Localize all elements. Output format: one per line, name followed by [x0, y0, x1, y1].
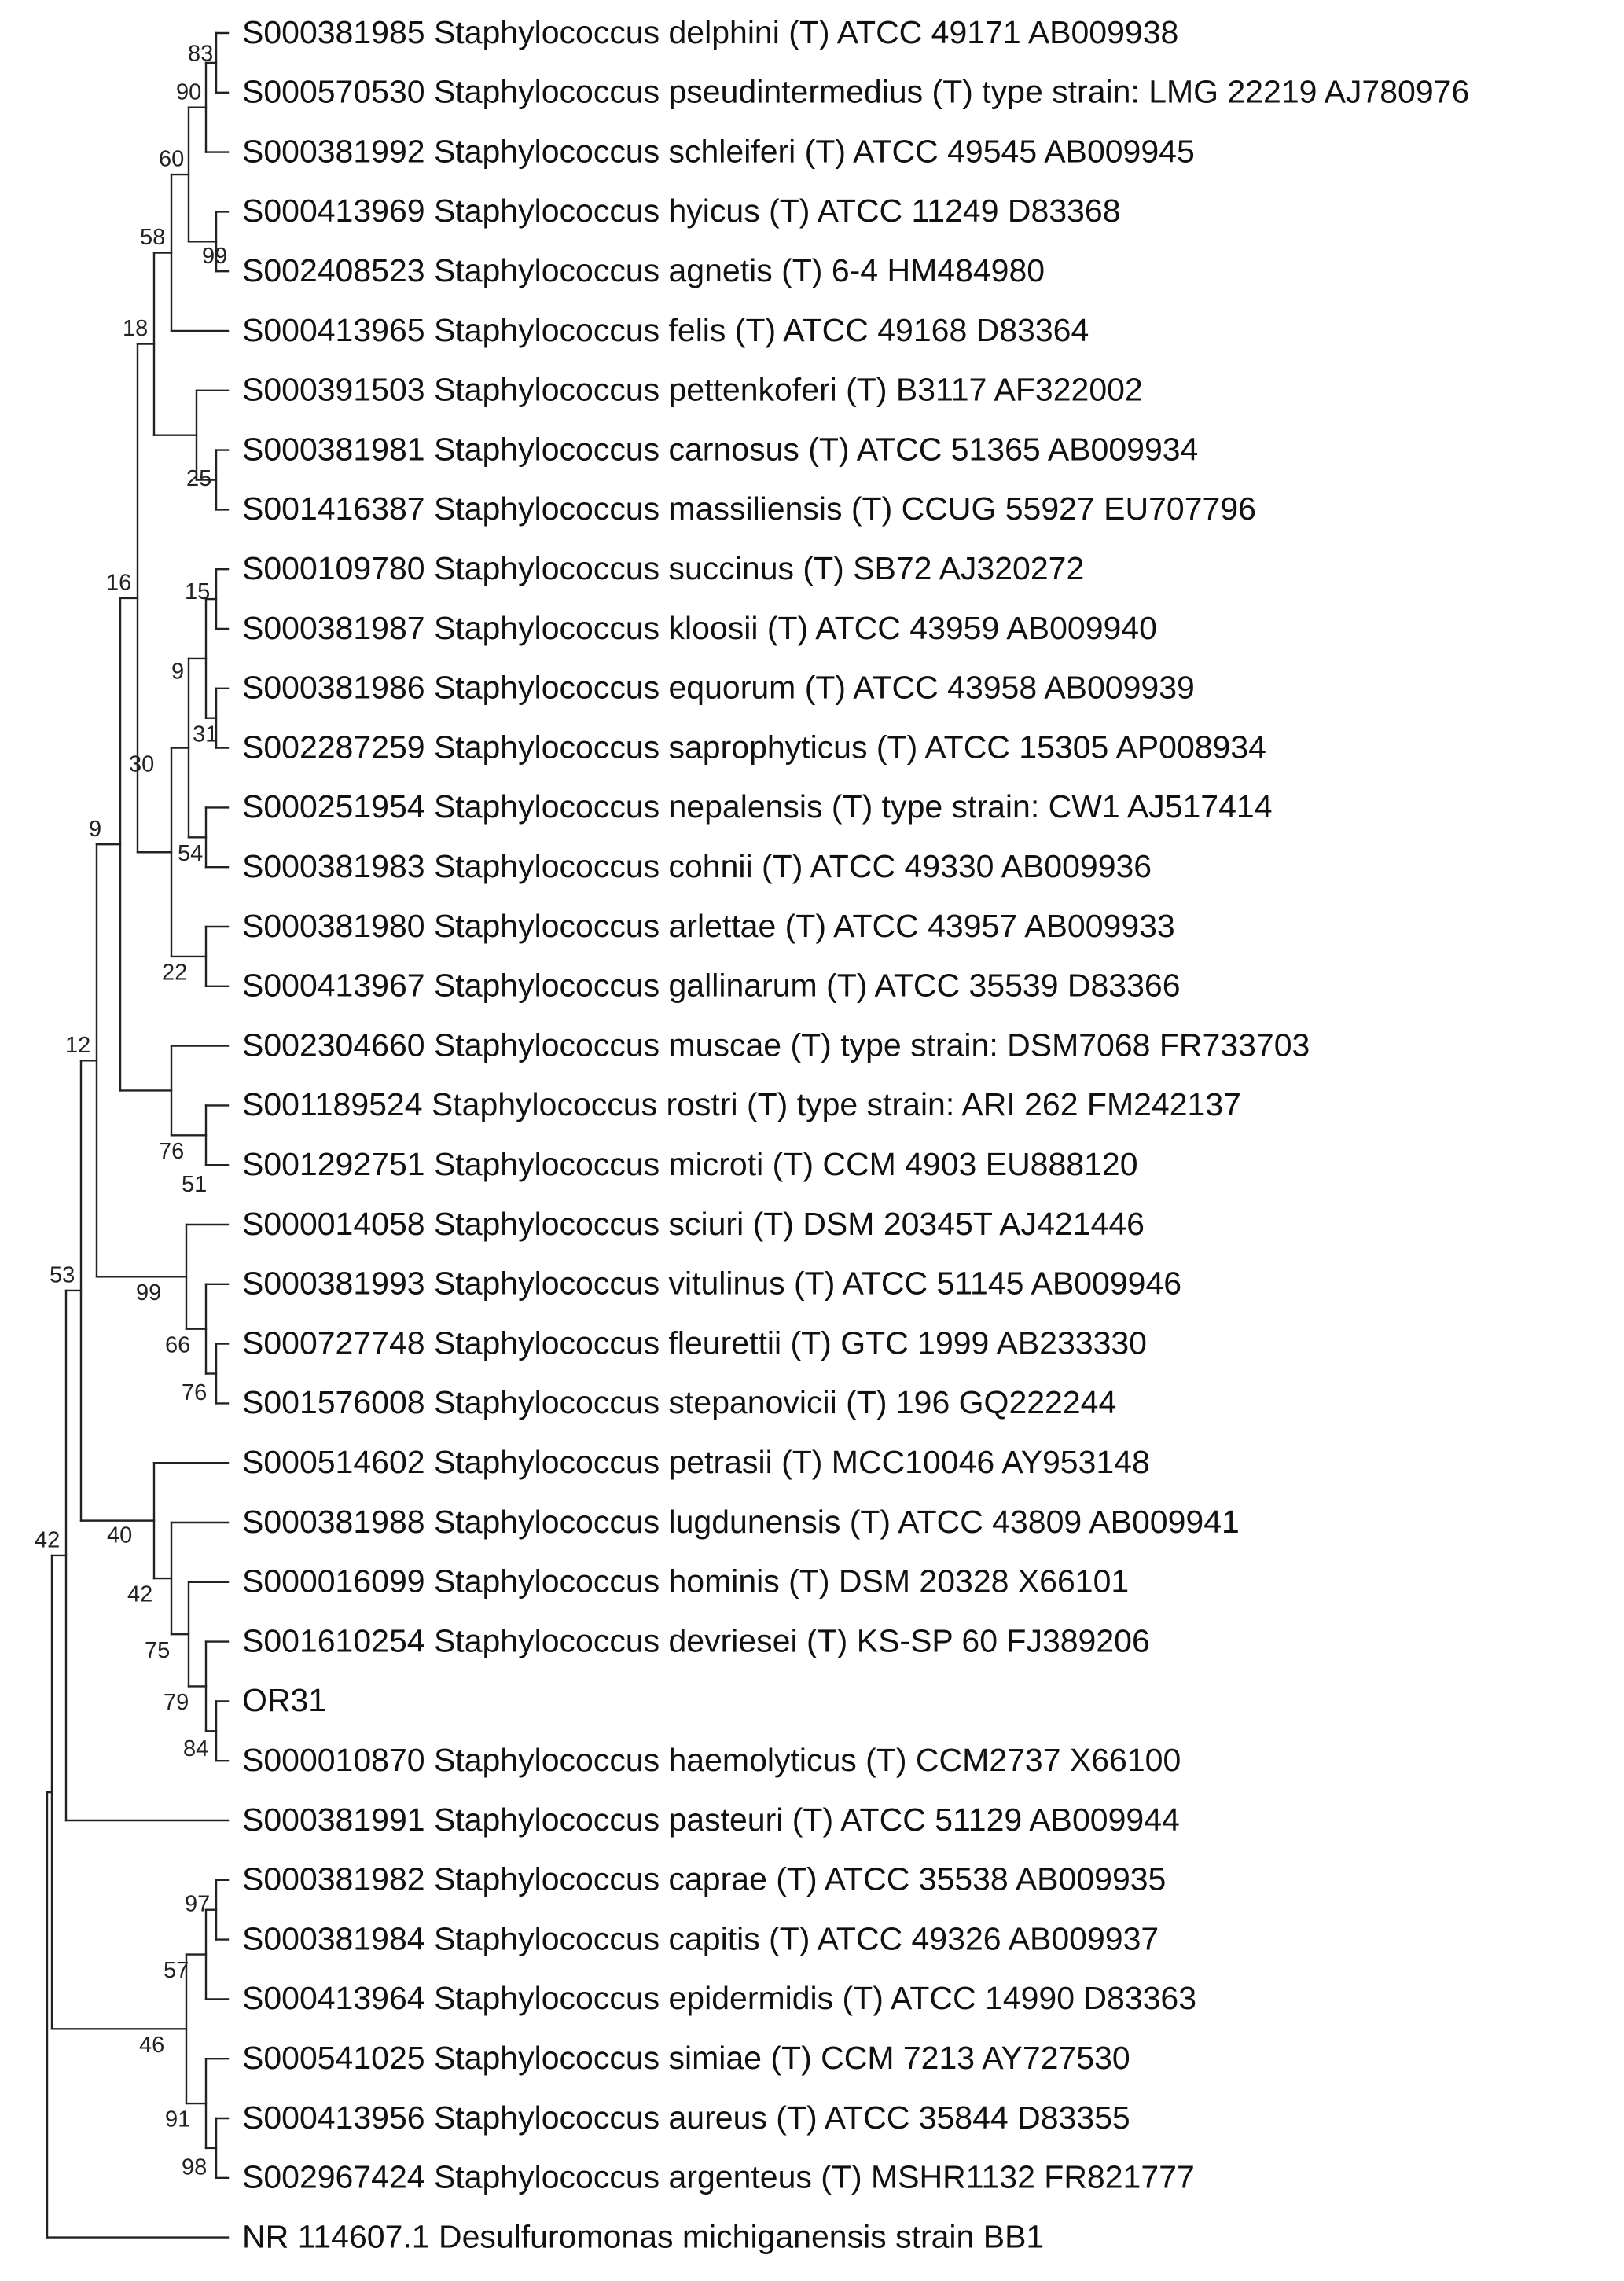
- taxon-label: S000381985 Staphylococcus delphini (T) A…: [242, 14, 1178, 50]
- taxon-label: S000541025 Staphylococcus simiae (T) CCM…: [242, 2040, 1130, 2076]
- bootstrap-value: 98: [182, 2155, 207, 2180]
- taxon-label: S000251954 Staphylococcus nepalensis (T)…: [242, 788, 1273, 825]
- taxon-label: S000381991 Staphylococcus pasteuri (T) A…: [242, 1802, 1180, 1838]
- bootstrap-value: 84: [183, 1736, 208, 1761]
- taxon-label: S000413967 Staphylococcus gallinarum (T)…: [242, 968, 1181, 1004]
- taxon-label: OR31: [242, 1682, 326, 1718]
- bootstrap-value: 18: [123, 316, 148, 341]
- bootstrap-value: 99: [202, 244, 227, 269]
- taxon-label: S002304660 Staphylococcus muscae (T) typ…: [242, 1027, 1310, 1063]
- taxon-label: S000016099 Staphylococcus hominis (T) DS…: [242, 1563, 1129, 1600]
- bootstrap-value: 53: [50, 1263, 75, 1288]
- taxon-label: S001610254 Staphylococcus devriesei (T) …: [242, 1622, 1150, 1658]
- bootstrap-value: 31: [193, 722, 218, 747]
- taxon-label: S000413964 Staphylococcus epidermidis (T…: [242, 1980, 1196, 2016]
- bootstrap-value: 90: [176, 79, 201, 105]
- taxon-label: S000381982 Staphylococcus caprae (T) ATC…: [242, 1861, 1166, 1897]
- bootstrap-value: 16: [106, 571, 131, 596]
- bootstrap-value: 51: [182, 1172, 207, 1197]
- bootstrap-value: 58: [140, 225, 165, 250]
- taxon-label: S000381993 Staphylococcus vitulinus (T) …: [242, 1265, 1181, 1302]
- taxon-label: S000381992 Staphylococcus schleiferi (T)…: [242, 133, 1195, 169]
- taxon-label: S000014058 Staphylococcus sciuri (T) DSM…: [242, 1206, 1145, 1242]
- taxon-label: S000381988 Staphylococcus lugdunensis (T…: [242, 1504, 1240, 1540]
- taxon-label: S000413965 Staphylococcus felis (T) ATCC…: [242, 312, 1089, 348]
- bootstrap-value: 60: [159, 147, 184, 172]
- taxon-label: S000727748 Staphylococcus fleurettii (T)…: [242, 1324, 1147, 1361]
- taxon-label: S002967424 Staphylococcus argenteus (T) …: [242, 2159, 1195, 2195]
- bootstrap-value: 76: [159, 1139, 184, 1164]
- bootstrap-value: 91: [165, 2107, 190, 2132]
- taxon-label: S000381981 Staphylococcus carnosus (T) A…: [242, 431, 1198, 467]
- bootstrap-value: 76: [182, 1380, 207, 1405]
- bootstrap-value: 83: [188, 42, 213, 67]
- bootstrap-value: 57: [164, 1958, 189, 1983]
- bootstrap-value: 42: [35, 1528, 60, 1553]
- taxon-label: S002408523 Staphylococcus agnetis (T) 6-…: [242, 252, 1045, 288]
- bootstrap-value: 40: [107, 1523, 132, 1548]
- taxon-label: S001189524 Staphylococcus rostri (T) typ…: [242, 1086, 1241, 1122]
- bootstrap-value: 46: [139, 2033, 164, 2058]
- bootstrap-value: 30: [129, 751, 154, 777]
- taxon-label: S000413956 Staphylococcus aureus (T) ATC…: [242, 2099, 1130, 2136]
- bootstrap-value: 79: [164, 1690, 189, 1715]
- taxon-label: S000514602 Staphylococcus petrasii (T) M…: [242, 1444, 1150, 1480]
- taxon-label: S001416387 Staphylococcus massiliensis (…: [242, 490, 1256, 527]
- bootstrap-value: 75: [145, 1638, 170, 1663]
- taxon-label: S000381987 Staphylococcus kloosii (T) AT…: [242, 610, 1157, 646]
- taxon-label: S000010870 Staphylococcus haemolyticus (…: [242, 1742, 1181, 1778]
- bootstrap-value: 25: [186, 466, 211, 491]
- bootstrap-value: 12: [65, 1033, 90, 1058]
- taxon-label: S000381984 Staphylococcus capitis (T) AT…: [242, 1920, 1159, 1956]
- bootstrap-value: 9: [89, 817, 101, 842]
- bootstrap-value: 42: [127, 1582, 152, 1607]
- taxon-label: S000381986 Staphylococcus equorum (T) AT…: [242, 670, 1195, 706]
- bootstrap-value: 54: [178, 841, 203, 866]
- taxon-label: S001576008 Staphylococcus stepanovicii (…: [242, 1384, 1116, 1420]
- bootstrap-value: 66: [165, 1332, 190, 1357]
- taxon-label: S000413969 Staphylococcus hyicus (T) ATC…: [242, 193, 1121, 229]
- taxon-label: S000109780 Staphylococcus succinus (T) S…: [242, 550, 1084, 586]
- taxon-label: S000381980 Staphylococcus arlettae (T) A…: [242, 908, 1175, 944]
- bootstrap-value: 9: [171, 659, 184, 685]
- taxon-label: S000391503 Staphylococcus pettenkoferi (…: [242, 372, 1143, 408]
- taxon-label: NR 114607.1 Desulfuromonas michiganensis…: [242, 2218, 1044, 2254]
- taxon-label: S001292751 Staphylococcus microti (T) CC…: [242, 1146, 1138, 1182]
- bootstrap-value: 22: [162, 961, 187, 986]
- taxon-label: S000381983 Staphylococcus cohnii (T) ATC…: [242, 848, 1152, 884]
- taxon-label: S002287259 Staphylococcus saprophyticus …: [242, 729, 1266, 765]
- taxon-label: S000570530 Staphylococcus pseudintermedi…: [242, 74, 1469, 110]
- bootstrap-value: 99: [136, 1280, 161, 1306]
